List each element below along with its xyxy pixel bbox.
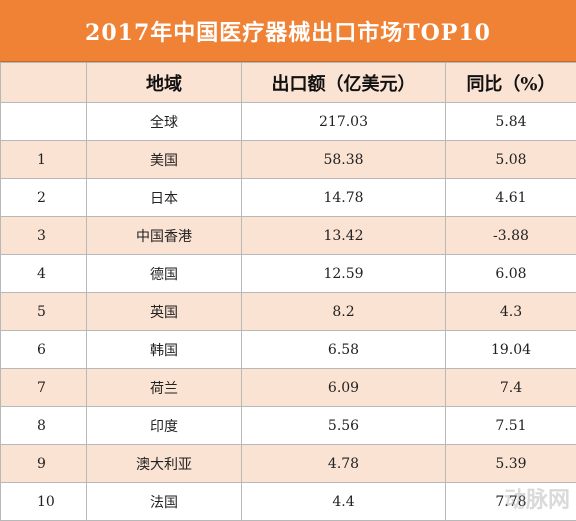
cell-value: 4.4: [242, 483, 446, 521]
cell-region: 韩国: [87, 331, 242, 369]
header-rank: [1, 63, 87, 103]
cell-value: 217.03: [242, 103, 446, 141]
cell-value: 13.42: [242, 217, 446, 255]
table-title: 2017年中国医疗器械出口市场TOP10: [0, 0, 576, 62]
cell-value: 58.38: [242, 141, 446, 179]
cell-region: 法国: [87, 483, 242, 521]
cell-value: 6.58: [242, 331, 446, 369]
cell-rank: 7: [1, 369, 87, 407]
cell-yoy: 7.78: [446, 483, 576, 521]
cell-rank: [1, 103, 87, 141]
cell-rank: 4: [1, 255, 87, 293]
cell-value: 4.78: [242, 445, 446, 483]
cell-region: 印度: [87, 407, 242, 445]
cell-yoy: 5.39: [446, 445, 576, 483]
cell-region: 中国香港: [87, 217, 242, 255]
cell-region: 德国: [87, 255, 242, 293]
header-row: 地域 出口额（亿美元） 同比（%）: [1, 63, 576, 103]
cell-rank: 1: [1, 141, 87, 179]
cell-yoy: 5.84: [446, 103, 576, 141]
cell-yoy: -3.88: [446, 217, 576, 255]
cell-region: 荷兰: [87, 369, 242, 407]
header-yoy: 同比（%）: [446, 63, 576, 103]
cell-rank: 5: [1, 293, 87, 331]
cell-region: 全球: [87, 103, 242, 141]
cell-yoy: 19.04: [446, 331, 576, 369]
cell-region: 美国: [87, 141, 242, 179]
header-value: 出口额（亿美元）: [242, 63, 446, 103]
cell-value: 6.09: [242, 369, 446, 407]
cell-yoy: 4.3: [446, 293, 576, 331]
cell-rank: 8: [1, 407, 87, 445]
cell-rank: 2: [1, 179, 87, 217]
cell-region: 英国: [87, 293, 242, 331]
cell-rank: 6: [1, 331, 87, 369]
cell-yoy: 5.08: [446, 141, 576, 179]
cell-yoy: 7.4: [446, 369, 576, 407]
cell-rank: 10: [1, 483, 87, 521]
cell-yoy: 4.61: [446, 179, 576, 217]
cell-rank: 9: [1, 445, 87, 483]
cell-value: 12.59: [242, 255, 446, 293]
cell-value: 14.78: [242, 179, 446, 217]
cell-value: 8.2: [242, 293, 446, 331]
header-region: 地域: [87, 63, 242, 103]
cell-yoy: 7.51: [446, 407, 576, 445]
cell-region: 日本: [87, 179, 242, 217]
cell-yoy: 6.08: [446, 255, 576, 293]
cell-region: 澳大利亚: [87, 445, 242, 483]
cell-rank: 3: [1, 217, 87, 255]
cell-value: 5.56: [242, 407, 446, 445]
